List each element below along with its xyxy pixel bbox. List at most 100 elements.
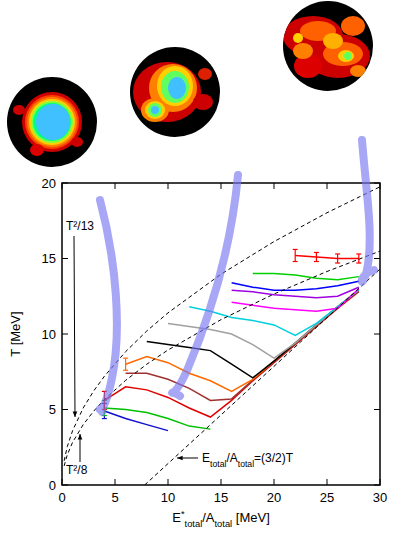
error-bar: [314, 252, 319, 261]
error-bar-cap: [293, 249, 298, 250]
density-blob: [27, 97, 77, 147]
x-tick: [274, 479, 275, 485]
image-content: [13, 92, 83, 156]
error-bar-cap: [293, 261, 298, 262]
density-blob: [193, 94, 213, 110]
x-tick: [168, 183, 169, 189]
annotation: T²/8: [66, 463, 88, 477]
density-blob: [151, 106, 159, 114]
x-axis-title-part: /A: [202, 510, 215, 525]
error-bar-cap: [335, 262, 340, 263]
caloric-curve: [104, 411, 168, 431]
annotation: T²/13: [66, 219, 94, 233]
transition-arrow: [100, 200, 117, 412]
density-blob: [293, 33, 303, 43]
y-tick-label: 0: [49, 478, 56, 493]
x-tick: [327, 479, 328, 485]
annotation-arrow: [78, 434, 83, 462]
error-bar-cap: [123, 358, 128, 359]
caloric-curve: [232, 287, 359, 298]
density-blob: [25, 95, 79, 149]
annotation-arrow-head: [177, 456, 183, 461]
error-bar-cap: [314, 261, 319, 262]
density-blob: [168, 77, 186, 99]
x-axis-title-part: *: [181, 509, 185, 519]
image-disc: [283, 1, 373, 91]
annotation-arrow-head: [73, 411, 78, 417]
error-bar-stem: [295, 249, 296, 261]
x-axis-title-part: E: [172, 510, 181, 525]
plot-background: [62, 183, 380, 485]
x-tick-label: 25: [320, 490, 334, 505]
x-axis-title-part: [MeV]: [232, 510, 270, 525]
density-blob: [157, 66, 193, 106]
density-blob: [145, 101, 165, 119]
annotation-part: /A: [226, 451, 237, 465]
density-blob: [33, 103, 71, 141]
annotation-arrow: [73, 236, 78, 417]
transition-arrow: [362, 140, 374, 282]
y-tick: [374, 334, 380, 335]
error-bar-cap: [356, 262, 361, 263]
x-tick: [115, 479, 116, 485]
plot-frame: [62, 183, 380, 485]
x-tick: [221, 183, 222, 189]
x-axis-title: E*total/Atotal [MeV]: [172, 509, 270, 529]
density-blob: [31, 101, 73, 143]
density-blob: [36, 104, 70, 140]
x-tick-label: 5: [111, 490, 118, 505]
density-image: [130, 47, 220, 137]
caloric-curve: [126, 290, 359, 391]
annotation-arrow: [177, 456, 198, 461]
error-bar: [123, 358, 128, 370]
error-bar: [293, 249, 298, 261]
density-blob: [341, 16, 365, 36]
annotation: Etotal/Atotal=(3/2)T: [202, 451, 294, 469]
y-axis-title: T [MeV]: [8, 311, 23, 356]
y-tick-label: 20: [42, 176, 56, 191]
x-tick: [168, 479, 169, 485]
annotation-part: total: [238, 459, 254, 469]
annotation-part: E: [202, 451, 210, 465]
error-bar-cap: [356, 253, 361, 254]
error-bar-cap: [102, 418, 107, 419]
density-blob: [293, 43, 313, 59]
density-blob: [344, 52, 352, 60]
x-tick: [115, 183, 116, 189]
density-blob: [133, 62, 201, 122]
x-axis-title-part: total: [185, 519, 203, 529]
caloric-curve: [147, 290, 359, 378]
error-bar-cap: [123, 370, 128, 371]
error-bar: [335, 254, 340, 263]
density-image: [283, 1, 373, 91]
data-group: [64, 187, 380, 485]
x-tick: [274, 183, 275, 189]
density-blob: [71, 137, 83, 147]
image-disc: [7, 77, 97, 167]
caloric-curve: [232, 281, 359, 290]
error-bar-stem: [316, 252, 317, 261]
error-bar-stem: [337, 254, 338, 263]
density-blob: [148, 103, 162, 117]
density-blob: [30, 144, 44, 156]
x-tick-label: 0: [58, 490, 65, 505]
caloric-curve: [295, 255, 359, 258]
density-blob: [350, 65, 366, 77]
error-bar-stem: [358, 254, 359, 263]
y-tick-label: 15: [42, 251, 56, 266]
y-tick: [62, 334, 68, 335]
error-bar-cap: [314, 252, 319, 253]
y-tick-label: 5: [49, 402, 56, 417]
x-tick: [327, 183, 328, 189]
density-blob: [161, 71, 189, 103]
chart: 05101520253005101520T²/13T²/8Etotal/Atot…: [0, 0, 394, 533]
image-content: [133, 62, 213, 122]
density-blob: [29, 99, 75, 145]
y-tick: [62, 409, 68, 410]
x-tick-label: 20: [267, 490, 281, 505]
density-blob: [13, 105, 25, 115]
x-tick: [221, 479, 222, 485]
annotation-arrow-head: [78, 434, 83, 440]
caloric-curve: [253, 274, 359, 280]
error-bar-stem: [125, 358, 126, 370]
